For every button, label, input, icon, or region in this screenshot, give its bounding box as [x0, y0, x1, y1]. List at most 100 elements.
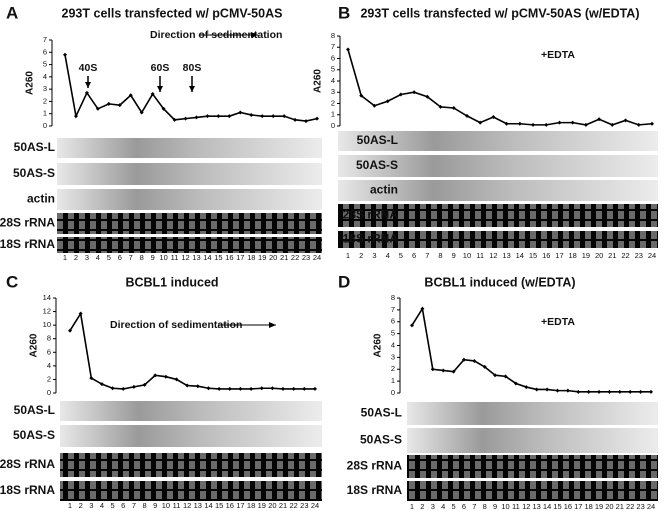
- y-tick-label: 5: [43, 60, 47, 69]
- x-tick-label: 11: [476, 251, 484, 260]
- x-tick-label: 1: [63, 253, 67, 262]
- blot-image: [338, 131, 658, 151]
- point: [293, 117, 298, 122]
- blot-image: [338, 231, 658, 248]
- point: [638, 389, 643, 394]
- point: [464, 113, 469, 118]
- blot-label: 50AS-L: [361, 406, 402, 420]
- point: [73, 114, 78, 119]
- x-tick-label: 4: [96, 253, 100, 262]
- x-tick-label: 15: [529, 251, 537, 260]
- point: [586, 389, 591, 394]
- x-tick-label: 2: [79, 501, 83, 510]
- point: [63, 52, 67, 57]
- point: [68, 328, 72, 333]
- y-tick-label: 2: [43, 96, 47, 105]
- point: [161, 106, 166, 111]
- blot-image: [57, 237, 322, 253]
- point: [291, 386, 296, 391]
- y-tick-label: 6: [331, 53, 335, 62]
- x-tick-label: 15: [214, 253, 222, 262]
- blot-image: [407, 481, 658, 501]
- y-tick-label: 5: [391, 329, 395, 338]
- point: [412, 90, 417, 95]
- x-tick-label: 13: [194, 501, 202, 510]
- point: [491, 115, 496, 119]
- x-tick-label: 12: [181, 253, 189, 262]
- x-tick-label: 4: [441, 502, 445, 511]
- point: [441, 368, 446, 373]
- point: [583, 122, 588, 127]
- point: [95, 106, 100, 111]
- point: [610, 122, 615, 127]
- x-tick-label: 14: [516, 251, 524, 260]
- point: [315, 116, 319, 121]
- x-tick-label: 24: [313, 253, 321, 262]
- x-tick-label: 4: [386, 251, 390, 260]
- annotation: 60S: [151, 62, 170, 74]
- point: [636, 122, 641, 127]
- x-tick-label: 3: [431, 502, 435, 511]
- blot-label: 50AS-L: [357, 133, 398, 147]
- x-tick-label: 6: [118, 253, 122, 262]
- y-tick-label: 0: [47, 388, 51, 397]
- annotation: 40S: [79, 62, 98, 74]
- y-tick-label: 7: [391, 305, 395, 314]
- point: [260, 114, 265, 119]
- blot-label: 50AS-S: [356, 158, 398, 172]
- point: [227, 386, 232, 391]
- annotation: 80S: [183, 62, 202, 74]
- chart-title: BCBL1 induced: [125, 275, 218, 289]
- x-tick-label: 17: [574, 502, 582, 511]
- point: [150, 92, 155, 97]
- y-tick-label: 3: [331, 87, 335, 96]
- x-tick-label: 1: [346, 251, 350, 260]
- point: [238, 110, 243, 115]
- x-tick-label: 24: [648, 251, 656, 260]
- point: [493, 373, 498, 378]
- chart-title: 293T cells transfected w/ pCMV-50AS (w/E…: [360, 6, 639, 20]
- x-tick-label: 22: [290, 501, 298, 510]
- point: [346, 47, 350, 52]
- x-tick-label: 18: [569, 251, 577, 260]
- y-tick-label: 7: [331, 42, 335, 51]
- y-axis-label: A260: [373, 333, 384, 357]
- x-tick-label: 7: [425, 251, 429, 260]
- x-tick-label: 23: [300, 501, 308, 510]
- blot-label: actin: [27, 192, 55, 206]
- x-tick-label: 12: [522, 502, 530, 511]
- x-tick-label: 3: [85, 253, 89, 262]
- point: [194, 115, 199, 120]
- x-tick-label: 24: [311, 501, 319, 510]
- blot-label: 18S rRNA: [0, 483, 55, 497]
- x-tick-label: 19: [258, 253, 266, 262]
- y-tick-label: 3: [391, 352, 395, 361]
- x-tick-label: 16: [226, 501, 234, 510]
- annotation: Direction of sedimentation: [110, 319, 242, 331]
- point: [438, 104, 443, 109]
- point: [461, 357, 466, 362]
- annotation: +EDTA: [541, 316, 575, 328]
- blot-label: 50AS-S: [13, 166, 55, 180]
- x-tick-label: 13: [502, 251, 510, 260]
- annotation: +EDTA: [541, 49, 575, 61]
- x-tick-label: 8: [140, 253, 144, 262]
- point: [649, 389, 653, 394]
- y-tick-label: 8: [47, 334, 51, 343]
- point: [163, 374, 168, 379]
- x-tick-label: 23: [636, 502, 644, 511]
- x-tick-label: 18: [247, 253, 255, 262]
- point: [531, 122, 536, 127]
- x-tick-label: 5: [107, 253, 111, 262]
- blot-label: 50AS-L: [14, 140, 55, 154]
- x-tick-label: 10: [162, 501, 170, 510]
- point: [478, 120, 483, 125]
- x-tick-label: 14: [203, 253, 211, 262]
- y-tick-label: 14: [43, 293, 51, 302]
- blot-label: 28S rRNA: [0, 216, 55, 230]
- x-tick-label: 2: [74, 253, 78, 262]
- point: [282, 114, 287, 119]
- arrow-head: [251, 32, 258, 38]
- blot-label: 28S rRNA: [343, 208, 399, 222]
